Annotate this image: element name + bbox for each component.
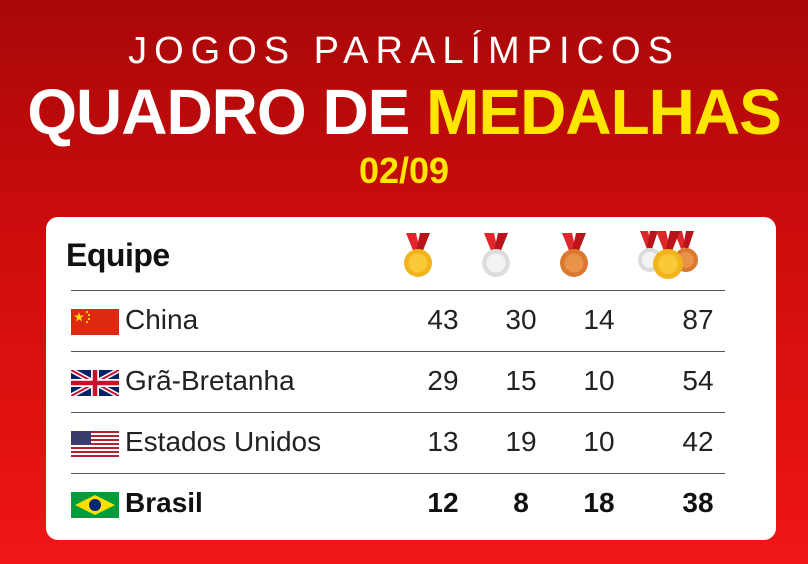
medal-table-card: Equipe <box>46 217 776 540</box>
total-count: 42 <box>682 426 714 457</box>
brazil-flag-icon <box>71 492 119 518</box>
bronze-count: 10 <box>583 426 615 457</box>
gold-count: 43 <box>427 304 459 335</box>
team-column-header: Equipe <box>66 237 170 273</box>
team-name: Brasil <box>125 487 203 518</box>
uk-flag-icon <box>71 370 119 396</box>
total-count: 87 <box>682 304 714 335</box>
bronze-count: 10 <box>583 365 615 396</box>
china-flag-icon <box>71 309 119 335</box>
silver-count: 8 <box>513 487 529 518</box>
team-name: China <box>125 304 199 335</box>
table-row: China 43 30 14 87 <box>71 290 725 351</box>
gold-medal-icon <box>404 233 432 277</box>
bronze-count: 18 <box>583 487 615 518</box>
table-row: Brasil 12 8 18 38 <box>71 473 725 534</box>
event-subtitle: JOGOS PARALÍMPICOS <box>128 30 680 72</box>
silver-count: 30 <box>505 304 537 335</box>
title-white-part: QUADRO DE <box>27 76 410 148</box>
total-count: 54 <box>682 365 714 396</box>
silver-count: 15 <box>505 365 537 396</box>
gold-count: 12 <box>427 487 459 518</box>
page-title: QUADRO DE MEDALHAS <box>0 74 808 150</box>
table-row: Grã-Bretanha 29 15 10 54 <box>71 351 725 412</box>
date-label: 02/09 <box>358 150 450 191</box>
team-name: Estados Unidos <box>125 426 322 457</box>
bronze-medal-icon <box>560 233 588 277</box>
table-row: Estados Unidos 13 19 10 42 <box>71 412 725 473</box>
gold-count: 13 <box>427 426 459 457</box>
usa-flag-icon <box>71 431 119 457</box>
total-count: 38 <box>682 487 714 518</box>
silver-medal-icon <box>482 233 510 277</box>
team-name: Grã-Bretanha <box>125 365 295 396</box>
total-medals-icon <box>638 231 698 279</box>
bronze-count: 14 <box>583 304 615 335</box>
gold-count: 29 <box>427 365 459 396</box>
title-yellow-part: MEDALHAS <box>426 76 782 148</box>
silver-count: 19 <box>505 426 537 457</box>
